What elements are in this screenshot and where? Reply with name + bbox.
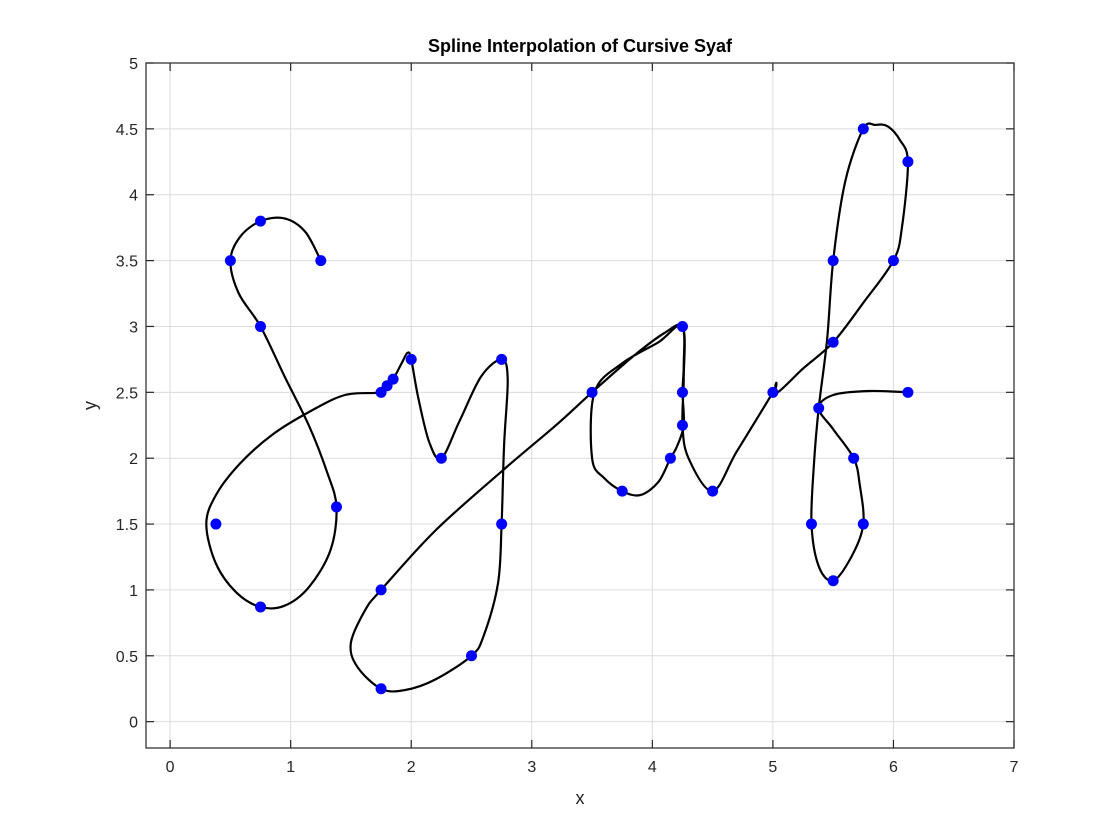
control-point xyxy=(857,518,869,530)
x-tick-label: 2 xyxy=(407,759,416,776)
control-point xyxy=(813,402,825,414)
control-point xyxy=(405,353,417,365)
control-point xyxy=(857,123,869,135)
y-tick-label: 3.5 xyxy=(116,254,138,271)
control-point xyxy=(496,353,508,365)
chart-title: Spline Interpolation of Cursive Syaf xyxy=(428,36,733,56)
control-point xyxy=(767,386,779,398)
control-point xyxy=(676,419,688,431)
control-point xyxy=(466,650,477,662)
control-point xyxy=(375,584,387,596)
y-tick-label: 3 xyxy=(129,319,138,336)
axis-ticks: 0 1 2 3 4 5 6 7 0 0.5 1 1.5 2 2.5 3 3.5 4 4.5 5 xyxy=(116,56,1019,776)
control-point xyxy=(887,255,899,267)
control-point xyxy=(255,320,267,332)
x-axis-label: x xyxy=(576,788,585,808)
grid-lines xyxy=(146,62,1015,748)
control-point xyxy=(707,485,719,497)
x-tick-label: 0 xyxy=(166,759,175,776)
control-point xyxy=(586,386,598,398)
control-point xyxy=(375,683,387,695)
control-point xyxy=(255,601,267,613)
plot-frame xyxy=(145,62,1015,749)
points-layer xyxy=(210,123,914,695)
y-tick-label: 1 xyxy=(129,583,138,600)
y-tick-label: 2.5 xyxy=(116,385,138,402)
control-point xyxy=(387,373,399,385)
y-tick-label: 5 xyxy=(129,56,138,73)
control-point xyxy=(902,156,914,168)
control-point xyxy=(496,518,508,530)
control-point xyxy=(827,575,839,587)
control-point xyxy=(805,518,817,530)
control-point xyxy=(255,215,267,227)
y-tick-label: 4 xyxy=(129,188,138,205)
curve-layer xyxy=(205,122,910,693)
control-point xyxy=(315,255,327,267)
y-tick-label: 0 xyxy=(129,715,138,732)
control-point xyxy=(676,320,688,332)
y-tick-label: 4.5 xyxy=(116,122,138,139)
control-point xyxy=(848,452,860,464)
y-tick-label: 1.5 xyxy=(116,517,138,534)
spline-curve xyxy=(205,122,910,693)
y-axis-label: y xyxy=(80,401,100,410)
control-point xyxy=(827,336,839,348)
control-point xyxy=(827,255,839,267)
y-tick-label: 2 xyxy=(129,451,138,468)
control-point xyxy=(435,452,447,464)
control-point xyxy=(902,386,914,398)
control-point xyxy=(664,452,676,464)
x-tick-label: 4 xyxy=(648,759,657,776)
control-point xyxy=(210,518,222,530)
x-tick-label: 5 xyxy=(768,759,777,776)
x-tick-label: 7 xyxy=(1010,759,1019,776)
x-tick-label: 6 xyxy=(889,759,898,776)
control-point xyxy=(224,255,236,267)
y-tick-label: 0.5 xyxy=(116,649,138,666)
control-point xyxy=(676,386,688,398)
control-point xyxy=(330,501,342,513)
x-tick-label: 3 xyxy=(527,759,536,776)
x-tick-label: 1 xyxy=(286,759,295,776)
control-point xyxy=(616,485,628,497)
